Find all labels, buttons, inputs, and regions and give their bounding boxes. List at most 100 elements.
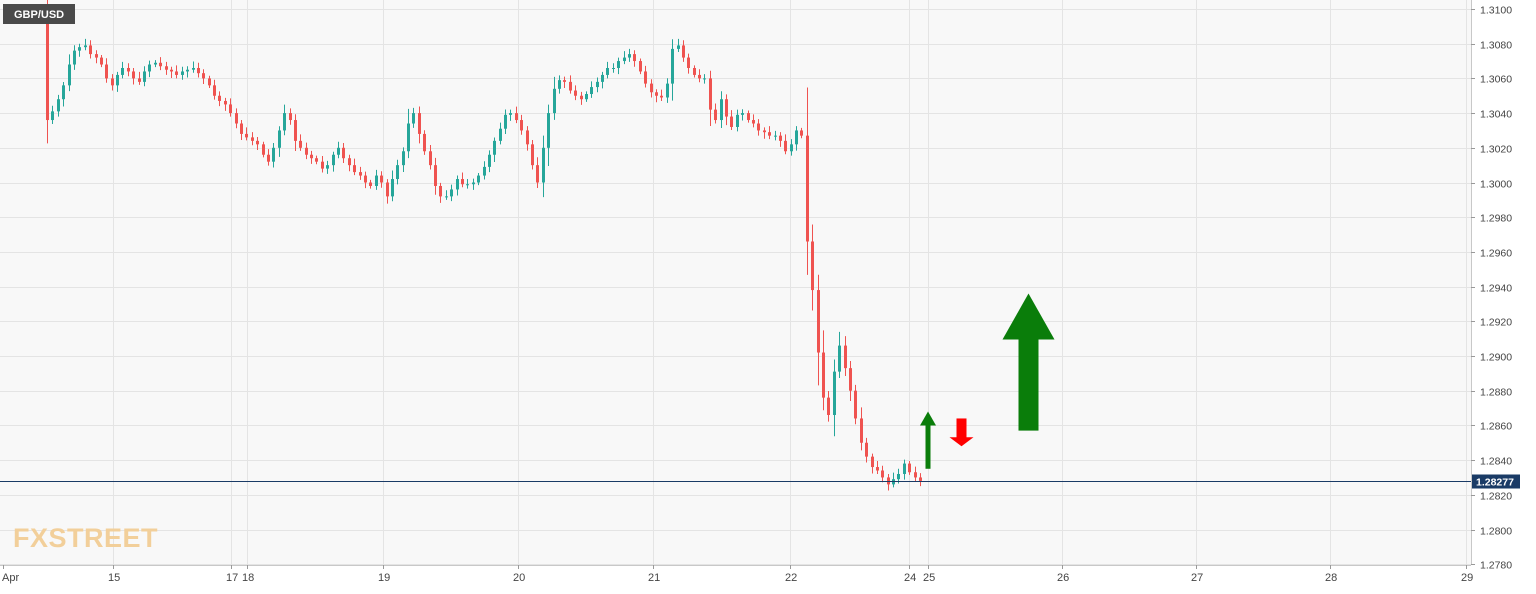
candle-body (262, 144, 265, 155)
candle-body (671, 48, 674, 84)
candle-body (62, 85, 65, 100)
candle-body (590, 87, 593, 95)
y-tick-label: 1.3060 (1480, 74, 1512, 86)
candle-body (897, 473, 900, 480)
fxstreet-watermark: FXSTREET (13, 523, 158, 553)
x-tick-label: 15 (108, 572, 120, 584)
candle-body (784, 140, 787, 152)
candle-body (165, 66, 168, 70)
candle-body (192, 67, 195, 70)
candle-body (111, 78, 114, 86)
y-tick-label: 1.2840 (1480, 456, 1512, 468)
candle-body (73, 50, 76, 65)
candle-body (208, 78, 211, 86)
candle-body (876, 467, 879, 471)
candle-body (493, 140, 496, 155)
candle-body (364, 175, 367, 183)
y-tick-label: 1.3020 (1480, 144, 1512, 156)
candle-body (714, 109, 717, 121)
candle-body (752, 120, 755, 124)
y-tick-label: 1.3040 (1480, 109, 1512, 121)
candle-body (687, 57, 690, 68)
candle-body (774, 135, 777, 137)
candle-body (827, 397, 830, 415)
x-tick-label: 20 (513, 572, 525, 584)
candle-body (854, 390, 857, 419)
candle-body (763, 130, 766, 133)
candle-body (580, 95, 583, 100)
candle-body (402, 151, 405, 166)
candle-body (811, 241, 814, 291)
candle-body (68, 64, 71, 86)
candle-body (569, 81, 572, 91)
candle-body (105, 64, 108, 79)
candle-body (666, 83, 669, 98)
candle-body (472, 182, 475, 185)
candle-body (213, 85, 216, 96)
y-tick-label: 1.2960 (1480, 248, 1512, 260)
y-tick-label: 1.2800 (1480, 526, 1512, 538)
x-tick-label: Apr (2, 572, 19, 584)
candle-body (84, 45, 87, 48)
candle-body (682, 45, 685, 58)
candle-body (488, 154, 491, 167)
candle-body (585, 94, 588, 100)
candle-body (202, 73, 205, 79)
x-tick-label: 27 (1191, 572, 1203, 584)
candle-body (353, 165, 356, 173)
candle-body (650, 83, 653, 93)
candle-body (235, 113, 238, 124)
candle-body (434, 165, 437, 186)
candle-body (914, 472, 917, 478)
candle-body (639, 61, 642, 72)
candle-body (245, 133, 248, 138)
candle-body (736, 114, 739, 127)
candle-body (871, 456, 874, 468)
candle-body (240, 123, 243, 134)
candle-body (860, 418, 863, 443)
candle-body (337, 147, 340, 155)
annotations (920, 293, 1055, 469)
candle-body (396, 165, 399, 180)
candle-body (412, 113, 415, 124)
candle-body (499, 128, 502, 141)
candle-body (865, 442, 868, 457)
candle-body (391, 179, 394, 197)
candle-body (294, 120, 297, 141)
candle-body (526, 130, 529, 145)
candle-body (78, 47, 81, 51)
y-axis: 1.3100 1.3080 1.3060 1.3040 1.3020 1.3000 1.29… (1471, 5, 1512, 572)
candlestick-series (46, 0, 922, 491)
candle-body (844, 345, 847, 369)
candle-body (218, 95, 221, 101)
candle-body (315, 158, 318, 162)
candle-body (542, 147, 545, 183)
candle-body (429, 151, 432, 166)
candle-body (445, 196, 448, 198)
big-up-arrow-head (1002, 293, 1055, 340)
candle-body (57, 99, 60, 112)
big-up-arrow-shaft (1018, 337, 1039, 431)
candle-body (342, 147, 345, 159)
y-tick-label: 1.2880 (1480, 387, 1512, 399)
grid-lines (0, 0, 1471, 565)
candle-body (553, 88, 556, 114)
x-tick-label: 19 (378, 572, 390, 584)
symbol-badge: GBP/USD (3, 4, 75, 24)
candle-body (536, 165, 539, 183)
candle-body (660, 95, 663, 98)
candle-body (256, 140, 259, 145)
candle-body (127, 67, 130, 72)
candle-body (747, 113, 750, 121)
candle-body (321, 161, 324, 169)
candle-body (720, 99, 723, 121)
candle-body (919, 477, 922, 481)
candle-body (407, 123, 410, 152)
candle-body (456, 179, 459, 190)
candle-body (509, 113, 512, 115)
candle-body (838, 345, 841, 372)
x-tick-label: 21 (648, 572, 660, 584)
candle-body (439, 185, 442, 197)
candle-body (348, 158, 351, 166)
